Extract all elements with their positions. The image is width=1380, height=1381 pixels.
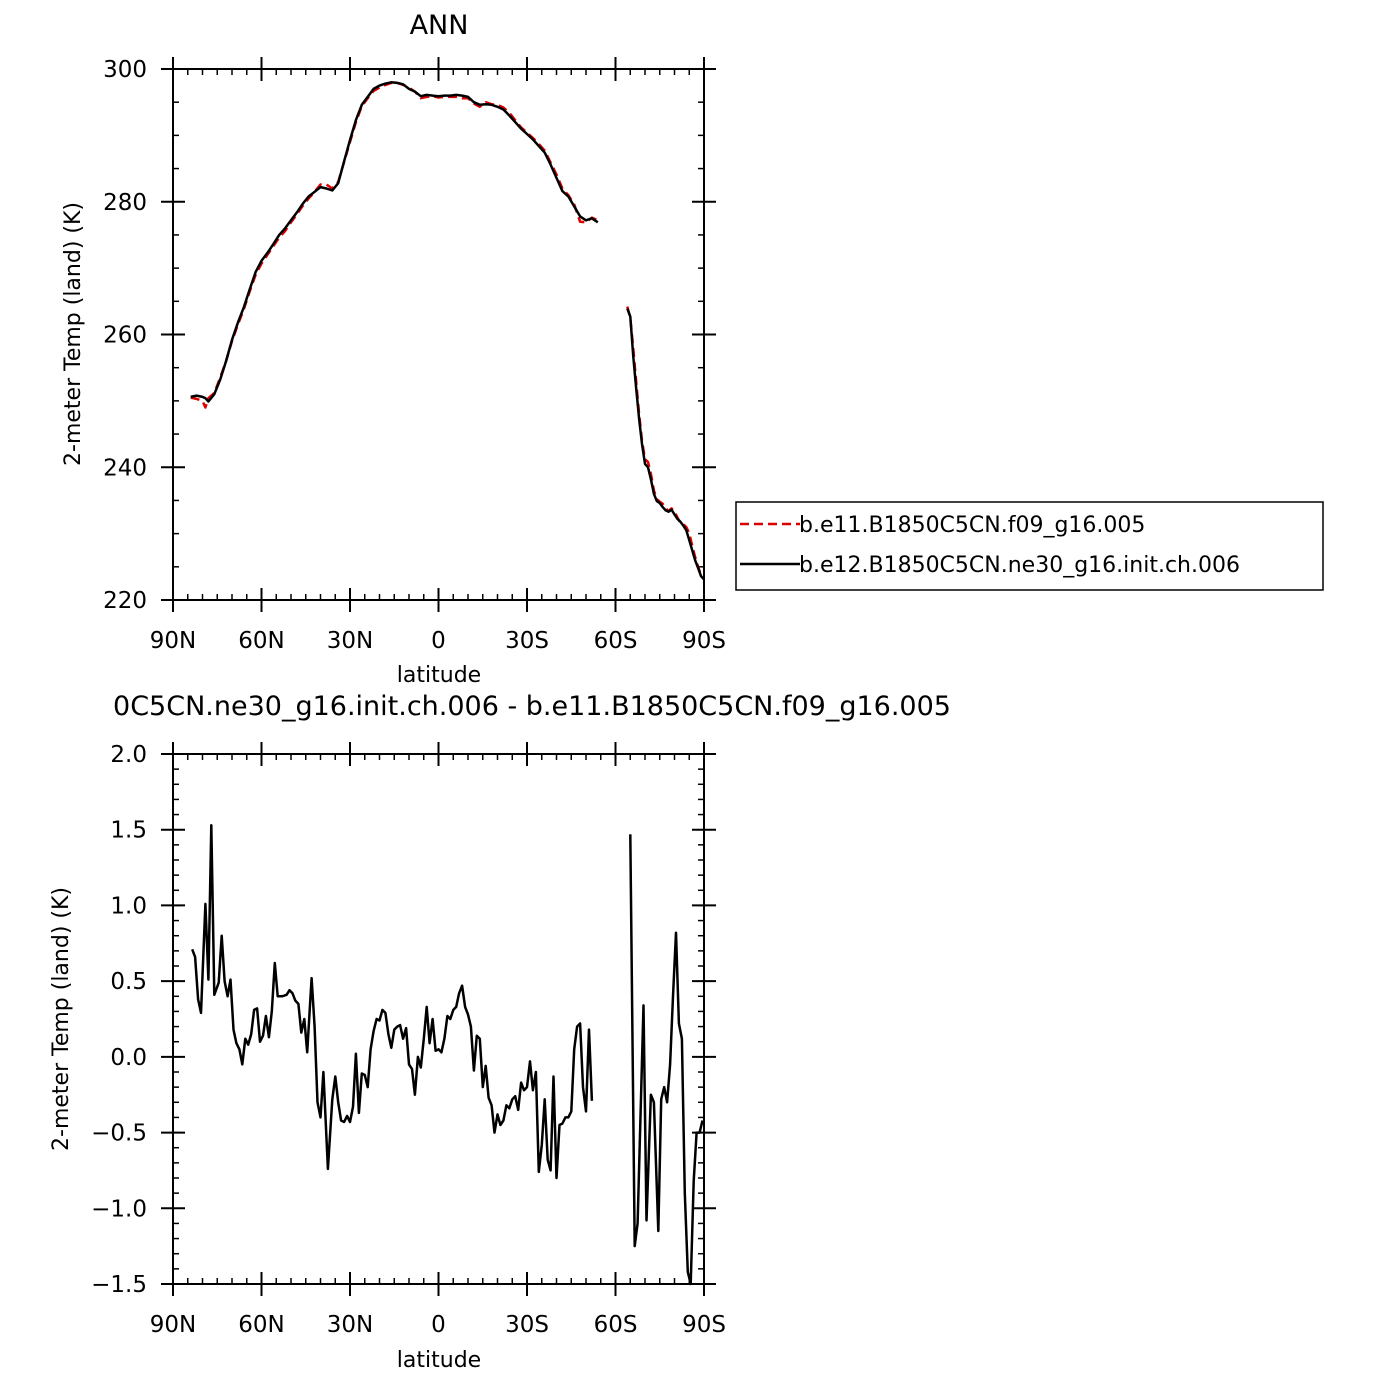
top-x-tick-label: 60N [238, 628, 284, 654]
top-y-tick-label: 280 [103, 190, 147, 216]
top-x-tick-label: 0 [431, 628, 446, 654]
bottom-y-tick-label: −1.0 [91, 1196, 147, 1222]
bottom-chart-ticks: 90N 60N 30N 0 30S 60S 90S −1.5 −1.0 −0.5 0.0 0.5 1.0… [91, 742, 726, 1338]
legend-box [735, 501, 1324, 591]
bottom-y-tick-label: 0.0 [110, 1045, 147, 1071]
top-x-tick-label: 60S [594, 628, 638, 654]
bottom-x-tick-label: 60N [238, 1312, 284, 1338]
bottom-y-tick-label: 2.0 [110, 742, 147, 768]
bottom-series-1-line [191, 823, 594, 1180]
top-chart-panel: ANN 90N 60N 30N 0 30S 60S 90S 220 240 260 280 300 l… [61, 10, 1324, 688]
top-y-tick-label: 240 [103, 455, 147, 481]
top-x-tick-label: 30S [505, 628, 549, 654]
bottom-y-tick-label: 1.0 [110, 893, 147, 919]
bottom-chart-panel: 0C5CN.ne30_g16.init.ch.006 - b.e11.B1850… [49, 691, 951, 1373]
top-series-1-line [190, 81, 599, 409]
bottom-chart-title: 0C5CN.ne30_g16.init.ch.006 - b.e11.B1850… [113, 691, 951, 722]
bottom-x-tick-label: 90S [682, 1312, 726, 1338]
bottom-x-axis-label: latitude [397, 1348, 481, 1373]
bottom-y-tick-label: −0.5 [91, 1121, 147, 1147]
bottom-x-tick-label: 30N [327, 1312, 373, 1338]
top-y-tick-label: 220 [103, 588, 147, 614]
top-plot-frame [172, 68, 705, 601]
bottom-x-tick-label: 60S [594, 1312, 638, 1338]
top-x-tick-label: 90S [682, 628, 726, 654]
top-y-tick-label: 260 [103, 323, 147, 349]
bottom-y-tick-label: 0.5 [110, 969, 147, 995]
bottom-chart-series [191, 823, 704, 1286]
top-series-2-line [626, 308, 705, 581]
bottom-x-tick-label: 90N [150, 1312, 196, 1338]
bottom-plot-frame [172, 753, 705, 1285]
top-chart-title: ANN [410, 10, 469, 41]
legend-entry-series-1: b.e11.B1850C5CN.f09_g16.005 [799, 513, 1145, 538]
legend: b.e11.B1850C5CN.f09_g16.005 b.e12.B1850C… [735, 501, 1324, 591]
top-chart-series [190, 81, 705, 581]
top-y-tick-label: 300 [103, 57, 147, 83]
bottom-y-tick-label: 1.5 [110, 818, 147, 844]
top-y-axis-label: 2-meter Temp (land) (K) [61, 202, 86, 466]
bottom-y-tick-label: −1.5 [91, 1272, 147, 1298]
top-x-tick-label: 90N [150, 628, 196, 654]
bottom-x-tick-label: 30S [505, 1312, 549, 1338]
bottom-x-tick-label: 0 [431, 1312, 446, 1338]
bottom-series-1-line [629, 834, 704, 1286]
top-x-tick-label: 30N [327, 628, 373, 654]
top-series-1-line [626, 306, 705, 580]
top-series-2-line [190, 81, 599, 403]
top-x-axis-label: latitude [397, 663, 481, 688]
bottom-y-axis-label: 2-meter Temp (land) (K) [49, 887, 74, 1151]
legend-entry-series-2: b.e12.B1850C5CN.ne30_g16.init.ch.006 [799, 553, 1240, 578]
